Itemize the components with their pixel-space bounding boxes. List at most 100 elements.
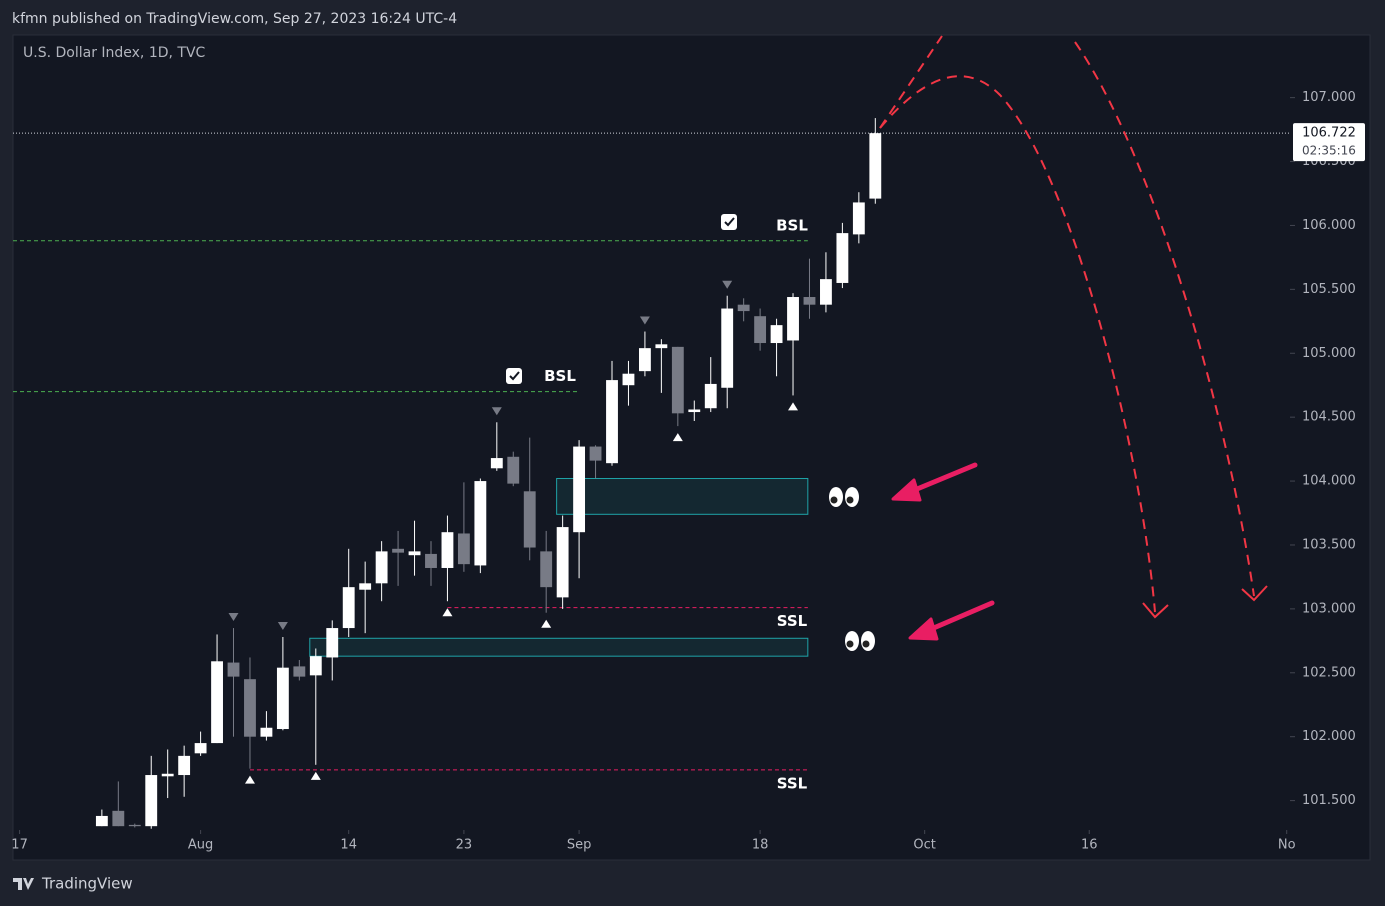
candle-body — [178, 755, 191, 776]
y-tick-label: 101.500 — [1302, 793, 1356, 808]
y-tick-label: 104.000 — [1302, 474, 1356, 489]
level-label: BSL — [544, 367, 576, 385]
candle-body — [161, 773, 174, 777]
candle-body — [309, 656, 322, 676]
candle-body — [375, 551, 388, 584]
candle-body — [507, 456, 520, 484]
candle-body — [227, 662, 240, 677]
y-tick-label: 102.500 — [1302, 665, 1356, 680]
pivot-high-marker — [491, 407, 502, 416]
x-tick-label: 14 — [340, 838, 357, 853]
pivot-high-marker — [277, 622, 288, 631]
candle-body — [342, 587, 355, 629]
candle-body — [359, 583, 372, 590]
x-tick-label: 23 — [456, 838, 473, 853]
countdown: 02:35:16 — [1302, 144, 1356, 158]
x-tick-label: 18 — [752, 838, 769, 853]
pivot-low-marker — [442, 608, 453, 617]
candle-body — [556, 527, 569, 598]
y-tick-label: 107.000 — [1302, 90, 1356, 105]
candle-body — [869, 133, 882, 199]
plot — [13, 118, 1290, 829]
candle-body — [704, 383, 717, 409]
candle-body — [573, 446, 586, 533]
level-label: BSL — [776, 216, 808, 234]
y-tick-label: 105.000 — [1302, 346, 1356, 361]
candle-body — [490, 458, 503, 469]
candle-body — [803, 297, 816, 305]
pivot-high-marker — [722, 280, 733, 289]
candle-body — [276, 667, 289, 730]
candle-body — [688, 409, 701, 413]
candle-body — [128, 824, 141, 827]
eyes — [829, 487, 875, 651]
checkboxes — [506, 214, 737, 384]
pane — [12, 34, 1371, 861]
candle-body — [852, 202, 865, 235]
x-tick-label: Oct — [913, 838, 935, 853]
pivot-low-marker — [672, 433, 683, 442]
candle-body — [836, 233, 849, 283]
candle-body — [211, 661, 223, 744]
annotations — [506, 35, 1268, 651]
candle-body — [606, 380, 618, 464]
pivot-high-marker — [639, 316, 650, 325]
price-label: 106.722 — [1302, 126, 1356, 141]
y-tick-label: 105.500 — [1302, 282, 1356, 297]
projection-heads — [1142, 585, 1268, 619]
candle-body — [441, 532, 454, 568]
y-tick-label: 103.000 — [1302, 601, 1356, 616]
logo — [13, 878, 34, 890]
candle-body — [540, 551, 553, 588]
level-label: SSL — [777, 612, 808, 630]
y-tick-label: 103.500 — [1302, 537, 1356, 552]
candle-body — [244, 679, 256, 737]
candle-body — [754, 316, 767, 344]
candle-body — [425, 553, 437, 568]
candle-body — [787, 297, 799, 341]
candle-body — [145, 775, 158, 827]
publisher: kfmn published on TradingView.com, Sep 2… — [12, 11, 457, 27]
level-label: SSL — [777, 774, 808, 792]
pivot-low-marker — [310, 771, 321, 780]
pivot-low-marker — [244, 775, 255, 784]
candle-body — [194, 743, 207, 754]
zone — [556, 478, 809, 515]
pivot-low-marker — [788, 402, 799, 411]
x-tick-label: 17 — [11, 838, 28, 853]
candle-body — [589, 446, 602, 461]
y-tick-label: 102.000 — [1302, 729, 1356, 744]
candle-body — [260, 727, 273, 737]
brand: TradingView — [41, 875, 133, 893]
x-tick-label: No — [1278, 838, 1296, 853]
x-tick-label: Sep — [567, 838, 592, 853]
candle-body — [638, 348, 651, 372]
pivot-high-marker — [228, 613, 239, 622]
candle-body — [622, 373, 635, 386]
price-label-box — [1293, 123, 1365, 162]
candle-body — [474, 481, 487, 566]
candle-body — [737, 304, 750, 312]
candle-body — [721, 308, 734, 388]
candle-body — [112, 810, 125, 827]
pointer-arrows — [891, 462, 995, 641]
y-tick-label: 104.500 — [1302, 410, 1356, 425]
y-tick-label: 106.000 — [1302, 218, 1356, 233]
candle-body — [95, 815, 108, 827]
candle-body — [457, 533, 470, 565]
candle-body — [523, 491, 536, 548]
candle-body — [408, 551, 421, 556]
candle-body — [820, 279, 832, 305]
projection-paths — [879, 35, 1255, 613]
pivot-low-marker — [541, 619, 552, 628]
zone — [309, 637, 809, 657]
candle-body — [326, 628, 339, 658]
candle-body — [293, 666, 306, 677]
candle-body — [655, 344, 668, 349]
symbol-title: U.S. Dollar Index, 1D, TVC — [23, 45, 206, 61]
x-tick-label: Aug — [188, 838, 213, 853]
candle-body — [392, 548, 404, 553]
candle-body — [770, 325, 783, 344]
